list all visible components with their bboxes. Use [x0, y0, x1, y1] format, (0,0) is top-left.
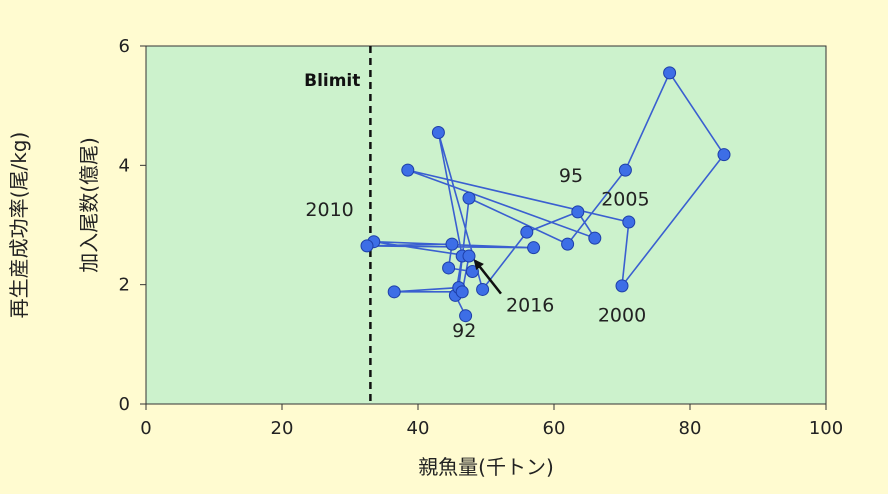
- y-tick-label: 4: [119, 155, 130, 176]
- data-point: [442, 261, 456, 275]
- x-axis-title: 親魚量(千トン): [418, 455, 554, 479]
- y-tick-label: 2: [119, 275, 130, 296]
- data-point: [520, 225, 534, 239]
- x-tick-label: 0: [140, 418, 151, 439]
- annotation-layer: 92 95 2000 2005 2010 2016: [305, 165, 649, 342]
- year-annotation: 2005: [601, 188, 649, 210]
- y-axis-title-inner: 加入尾数(億尾): [77, 137, 101, 273]
- year-annotation: 2000: [598, 305, 646, 327]
- data-point: [360, 239, 374, 253]
- data-point: [663, 66, 677, 80]
- data-point: [588, 231, 602, 245]
- annotation-arrow: [473, 259, 502, 295]
- data-point: [561, 237, 575, 251]
- x-tick-label: 80: [679, 418, 702, 439]
- data-point: [431, 126, 445, 140]
- data-point: [445, 237, 459, 251]
- year-annotation: 95: [559, 165, 583, 187]
- data-point: [571, 205, 585, 219]
- data-point: [476, 282, 490, 296]
- year-annotation: 2010: [305, 199, 353, 221]
- x-tick-label: 100: [809, 418, 843, 439]
- axes: 0 20 40 60 80 100 0 2 4 6: [119, 36, 844, 439]
- threshold-layer: Blimit: [304, 46, 372, 404]
- plot-area: [145, 45, 827, 405]
- data-point: [622, 215, 636, 229]
- y-tick-label: 0: [119, 394, 130, 415]
- x-tick-label: 20: [271, 418, 294, 439]
- year-annotation: 2016: [506, 295, 554, 317]
- data-point: [615, 279, 629, 293]
- data-point: [387, 285, 401, 299]
- data-point: [462, 191, 476, 205]
- x-tick-label: 60: [543, 418, 566, 439]
- data-point: [717, 148, 731, 162]
- data-point: [465, 265, 479, 279]
- x-tick-label: 40: [407, 418, 430, 439]
- y-tick-label: 6: [119, 36, 130, 57]
- blimit-label: Blimit: [304, 71, 360, 91]
- data-point: [455, 285, 469, 299]
- data-point: [527, 241, 541, 255]
- y-axis-title-outer: 再生産成功率(尾/kg): [7, 132, 31, 319]
- data-point: [618, 163, 632, 177]
- data-point: [459, 309, 473, 323]
- year-annotation: 92: [452, 320, 476, 342]
- data-point: [401, 163, 415, 177]
- data-point: [462, 249, 476, 263]
